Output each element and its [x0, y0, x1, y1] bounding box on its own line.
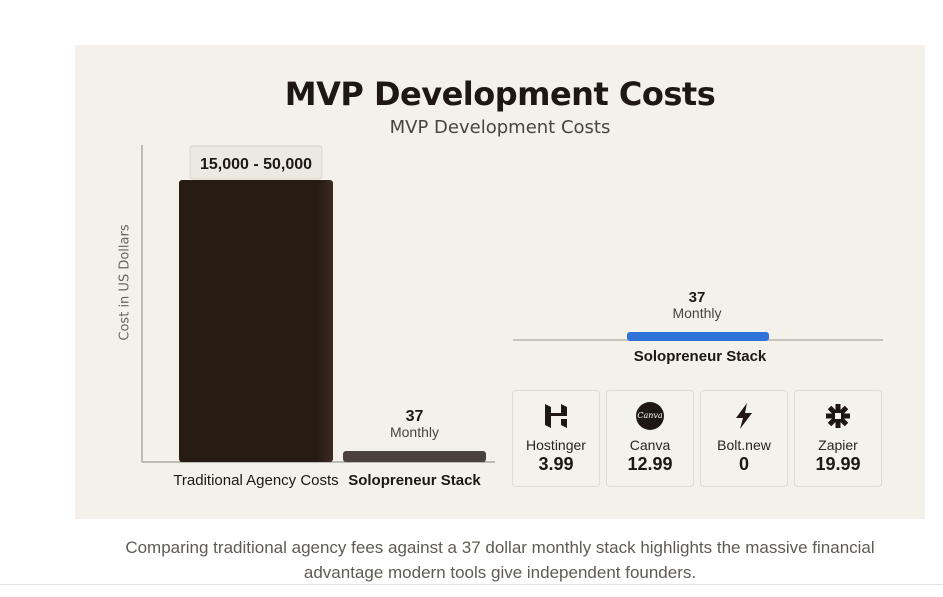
tool-price: 0 — [738, 454, 749, 474]
tool-price: 3.99 — [538, 454, 574, 474]
lightning-bolt-icon — [701, 401, 787, 431]
tool-card-canva: Canva Canva 12.99 — [606, 390, 694, 487]
inset-category-label: Solopreneur Stack — [634, 348, 767, 365]
tool-card-hostinger: Hostinger 3.99 — [512, 390, 600, 487]
tool-name: Canva — [629, 437, 671, 453]
x-tick-label: Traditional Agency Costs — [173, 472, 338, 489]
data-label: 15,000 - 50,000 — [200, 156, 312, 173]
x-tick-label: Solopreneur Stack — [348, 472, 481, 489]
data-label: 37 — [406, 408, 424, 425]
divider — [0, 584, 943, 585]
zapier-asterisk-icon — [795, 401, 881, 431]
tool-name: Bolt.new — [717, 437, 771, 453]
data-label-box — [189, 145, 323, 180]
inset-bar — [627, 332, 769, 341]
figure-caption: Comparing traditional agency fees agains… — [125, 538, 875, 582]
inset-data-label: 37 — [689, 289, 706, 306]
chart-subtitle: MVP Development Costs — [389, 117, 611, 138]
chart-svg: Traditional Agency Costs 15,000 - 50,000 S… — [141, 145, 883, 489]
tool-name: Zapier — [818, 437, 858, 453]
chart-title: MVP Development Costs — [284, 75, 716, 113]
tool-price: 12.99 — [627, 454, 673, 474]
hostinger-icon — [513, 401, 599, 431]
tool-name: Hostinger — [526, 437, 586, 453]
tool-card-bolt: Bolt.new 0 — [700, 390, 788, 487]
data-sublabel: Monthly — [390, 424, 439, 440]
tool-card-zapier: Zapier 19.99 — [794, 390, 882, 487]
tool-price: 19.99 — [815, 454, 861, 474]
inset-data-sublabel: Monthly — [672, 305, 721, 321]
canva-icon: Canva — [607, 401, 693, 431]
chart-panel: MVP Development Costs MVP Development Co… — [75, 45, 925, 519]
bar-1 — [343, 451, 486, 462]
bar-0 — [179, 180, 333, 462]
